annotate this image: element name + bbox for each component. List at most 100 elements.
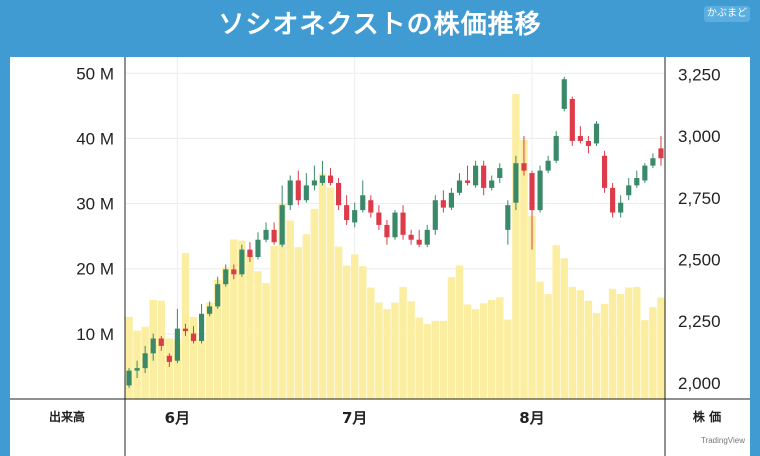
volume-bar	[520, 139, 528, 399]
candle-body	[207, 306, 213, 314]
volume-tick-label: 20 M	[76, 260, 114, 279]
grid-lines	[125, 57, 665, 399]
volume-bar	[625, 287, 633, 399]
candle-body	[513, 163, 519, 203]
candle-body	[327, 175, 334, 183]
candle-body	[416, 239, 422, 245]
candle-body	[271, 229, 277, 243]
candle-body	[569, 98, 575, 141]
candle-body	[336, 182, 342, 206]
volume-bar	[222, 267, 230, 399]
kabumado-logo: かぶまど	[704, 6, 750, 22]
candle-body	[368, 200, 374, 213]
volume-bar	[415, 317, 423, 399]
volume-bar	[189, 316, 198, 399]
volume-bar	[568, 286, 577, 399]
volume-bar	[584, 300, 593, 399]
candle-body	[255, 239, 261, 258]
month-axis-ticks: 6月 7月 8月	[165, 409, 545, 427]
volume-bar	[359, 266, 367, 399]
price-tick-label: 2,500	[678, 250, 721, 269]
month-tick-label: 7月	[342, 409, 367, 427]
month-tick-label: 6月	[165, 409, 190, 427]
candle-body	[432, 200, 438, 230]
candle-body	[553, 136, 559, 161]
volume-tick-label: 10 M	[76, 325, 114, 344]
volume-bar	[592, 313, 601, 399]
volume-bar	[334, 246, 343, 399]
volume-tick-label: 50 M	[76, 64, 114, 83]
price-tick-label: 3,000	[678, 127, 721, 146]
candle-body	[529, 173, 535, 211]
candle-body	[126, 370, 132, 386]
volume-bar	[608, 288, 617, 399]
volume-bar	[657, 297, 665, 399]
volume-bar	[125, 316, 133, 399]
volume-bar	[455, 265, 464, 399]
candle-body	[190, 333, 197, 341]
volume-bar	[262, 283, 270, 399]
candle-body	[174, 328, 180, 361]
volume-bar	[310, 208, 319, 399]
candle-body	[561, 79, 567, 109]
candle-body	[311, 180, 317, 186]
volume-axis-ticks: 10 M 20 M 30 M 40 M 50 M	[76, 64, 114, 344]
candle-body	[360, 195, 366, 211]
volume-bar	[616, 294, 625, 399]
volume-bar	[383, 309, 391, 399]
candle-body	[634, 177, 640, 186]
candle-body	[295, 180, 301, 201]
volume-bar	[471, 309, 480, 399]
price-tick-label: 2,750	[678, 189, 721, 208]
candle-body	[440, 200, 446, 208]
volume-tick-label: 30 M	[76, 195, 114, 214]
price-tick-label: 3,250	[678, 65, 721, 84]
volume-bar	[504, 319, 512, 399]
volume-bar	[528, 215, 536, 399]
volume-bar	[633, 286, 641, 399]
candle-body	[537, 170, 543, 211]
volume-bar	[294, 247, 302, 399]
candle-body	[601, 155, 608, 188]
candle-body	[303, 185, 309, 201]
candle-body	[150, 338, 156, 354]
volume-bar	[342, 265, 351, 399]
candle-body	[464, 180, 471, 183]
candle-body	[392, 212, 398, 238]
candle-body	[352, 210, 358, 223]
volume-bar	[213, 279, 222, 399]
candle-body	[263, 229, 269, 240]
volume-bar	[326, 187, 335, 399]
volume-bar	[375, 302, 383, 399]
volume-axis-title: 出来高	[49, 409, 85, 424]
month-tick-label: 8月	[519, 409, 544, 427]
volume-bar	[246, 254, 254, 399]
candle-body	[618, 202, 624, 213]
tradingview-watermark: TradingView	[701, 436, 745, 445]
chart-title: ソシオネクストの株価推移	[218, 10, 542, 40]
volume-bar	[278, 202, 286, 399]
volume-bar	[439, 320, 448, 399]
volume-bars	[125, 94, 665, 400]
price-tick-label: 2,000	[678, 374, 721, 393]
chart-frame: 10 M 20 M 30 M 40 M 50 M 2,000 2,250 2,500 2,75…	[10, 57, 750, 456]
volume-bar	[447, 277, 456, 399]
price-axis-title: 株 価	[693, 409, 721, 424]
candle-body	[158, 338, 164, 346]
stock-chart: 10 M 20 M 30 M 40 M 50 M 2,000 2,250 2,500 2,75…	[10, 57, 750, 456]
volume-bar	[254, 271, 262, 399]
candle-body	[376, 212, 382, 225]
volume-bar	[463, 304, 472, 399]
candle-body	[521, 163, 527, 171]
candle-body	[198, 313, 205, 341]
volume-bar	[423, 324, 431, 399]
candle-body	[182, 328, 189, 332]
volume-bar	[407, 301, 415, 399]
candle-body	[223, 269, 229, 285]
candle-body	[593, 123, 600, 144]
candle-body	[577, 136, 583, 141]
volume-bar	[488, 299, 496, 399]
volume-bar	[536, 281, 544, 399]
volume-bar	[286, 220, 294, 399]
volume-bar	[205, 302, 214, 399]
